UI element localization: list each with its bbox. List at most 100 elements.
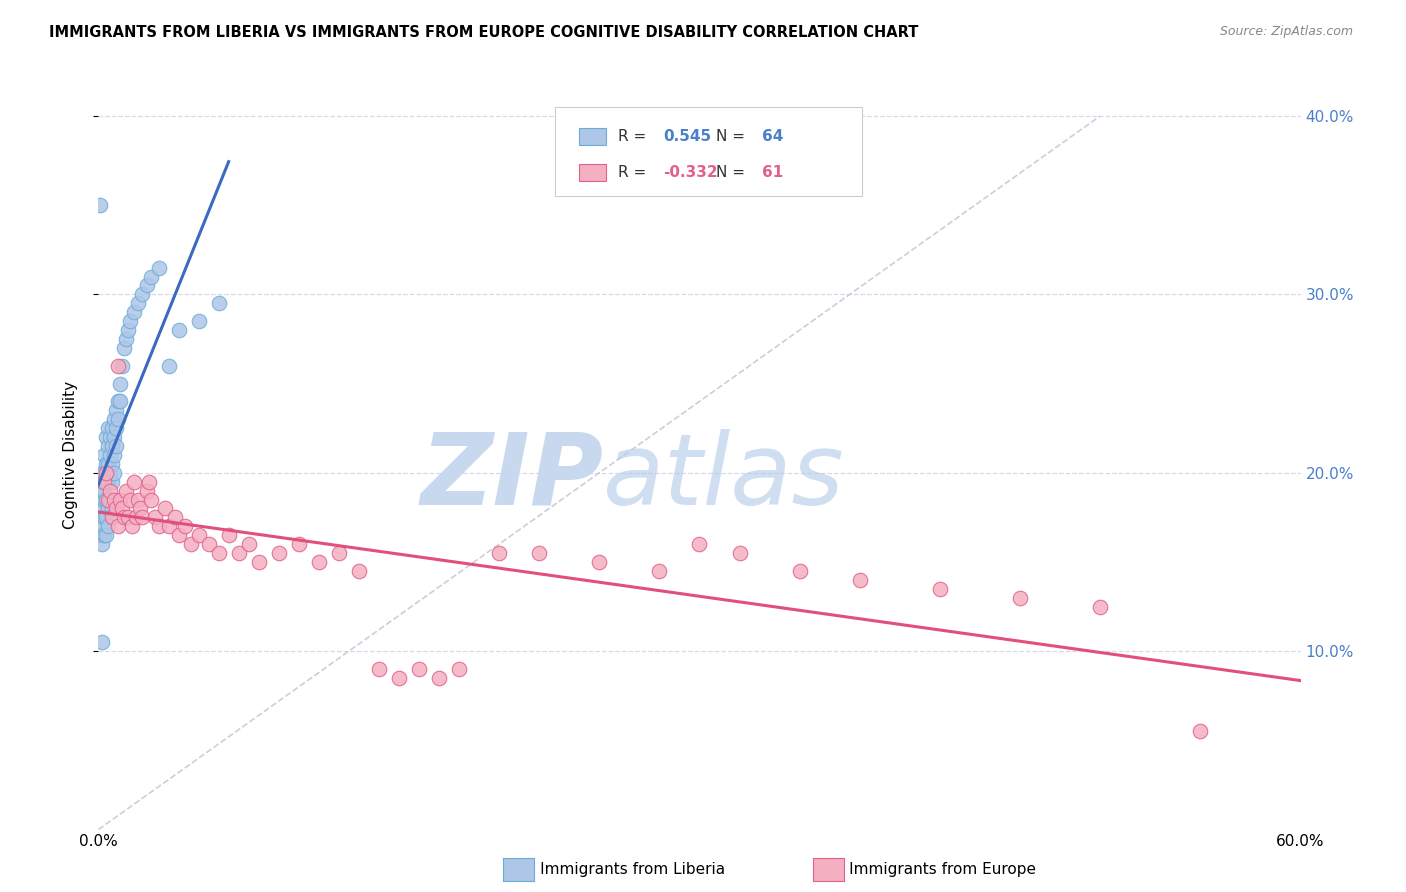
Point bbox=[97, 519, 120, 533]
Y-axis label: Cognitive Disability: Cognitive Disability bbox=[63, 381, 77, 529]
Point bbox=[93, 466, 115, 480]
Point bbox=[107, 519, 129, 533]
Text: R =: R = bbox=[617, 165, 651, 180]
Point bbox=[97, 475, 120, 489]
Point bbox=[93, 475, 115, 489]
Point bbox=[139, 269, 162, 284]
Point bbox=[91, 537, 114, 551]
Point bbox=[408, 662, 430, 676]
Point bbox=[347, 564, 370, 578]
Point bbox=[688, 537, 710, 551]
Point bbox=[93, 510, 115, 524]
Point bbox=[93, 475, 115, 489]
FancyBboxPatch shape bbox=[579, 164, 606, 181]
Point bbox=[115, 332, 138, 346]
Point bbox=[308, 555, 330, 569]
Point bbox=[148, 519, 170, 533]
Point bbox=[288, 537, 311, 551]
Point bbox=[124, 475, 146, 489]
Point bbox=[110, 376, 132, 391]
Point bbox=[89, 510, 111, 524]
Point bbox=[96, 430, 118, 444]
Point bbox=[167, 528, 190, 542]
Text: -0.332: -0.332 bbox=[664, 165, 718, 180]
Point bbox=[97, 457, 120, 471]
FancyBboxPatch shape bbox=[555, 106, 862, 196]
Point bbox=[117, 323, 139, 337]
Point bbox=[128, 296, 150, 310]
Point bbox=[110, 492, 132, 507]
Point bbox=[131, 510, 153, 524]
Point bbox=[529, 546, 551, 560]
Point bbox=[103, 448, 125, 462]
Point bbox=[120, 314, 142, 328]
Point bbox=[96, 466, 118, 480]
Point bbox=[121, 519, 143, 533]
Point bbox=[131, 287, 153, 301]
Point bbox=[105, 439, 128, 453]
Point bbox=[96, 528, 118, 542]
Point bbox=[105, 501, 128, 516]
Point bbox=[89, 492, 111, 507]
Point bbox=[1088, 599, 1111, 614]
Point bbox=[107, 412, 129, 426]
Point bbox=[111, 359, 134, 373]
Point bbox=[1189, 724, 1212, 739]
Point bbox=[110, 394, 132, 409]
Point bbox=[849, 573, 872, 587]
Point bbox=[91, 483, 114, 498]
Point bbox=[100, 492, 122, 507]
Point bbox=[789, 564, 811, 578]
Point bbox=[247, 555, 270, 569]
Text: IMMIGRANTS FROM LIBERIA VS IMMIGRANTS FROM EUROPE COGNITIVE DISABILITY CORRELATI: IMMIGRANTS FROM LIBERIA VS IMMIGRANTS FR… bbox=[49, 25, 918, 40]
Point bbox=[157, 519, 180, 533]
Point bbox=[107, 359, 129, 373]
Point bbox=[105, 403, 128, 417]
Point bbox=[96, 510, 118, 524]
Point bbox=[96, 457, 118, 471]
Point bbox=[267, 546, 290, 560]
Point bbox=[103, 492, 125, 507]
Text: ZIP: ZIP bbox=[420, 429, 603, 526]
Text: Immigrants from Europe: Immigrants from Europe bbox=[815, 863, 1036, 877]
Point bbox=[101, 475, 124, 489]
Point bbox=[96, 475, 118, 489]
Point bbox=[187, 528, 209, 542]
Text: Source: ZipAtlas.com: Source: ZipAtlas.com bbox=[1219, 25, 1353, 38]
Point bbox=[114, 341, 136, 355]
Point bbox=[97, 439, 120, 453]
Point bbox=[328, 546, 350, 560]
Point bbox=[218, 528, 240, 542]
Point bbox=[120, 492, 142, 507]
Point bbox=[89, 528, 111, 542]
Point bbox=[101, 439, 124, 453]
Point bbox=[101, 457, 124, 471]
Point bbox=[157, 359, 180, 373]
Point bbox=[153, 501, 176, 516]
Text: N =: N = bbox=[716, 129, 751, 144]
Point bbox=[93, 448, 115, 462]
Point bbox=[197, 537, 219, 551]
Point bbox=[728, 546, 751, 560]
Point bbox=[427, 671, 450, 685]
Point bbox=[91, 635, 114, 649]
Point bbox=[105, 421, 128, 435]
Point bbox=[163, 510, 186, 524]
Point bbox=[93, 528, 115, 542]
Point bbox=[101, 421, 124, 435]
Point bbox=[488, 546, 510, 560]
Point bbox=[103, 412, 125, 426]
Point bbox=[129, 501, 152, 516]
Point bbox=[138, 475, 160, 489]
Point bbox=[588, 555, 610, 569]
Point bbox=[97, 501, 120, 516]
Point bbox=[368, 662, 391, 676]
Point bbox=[89, 198, 111, 212]
Point bbox=[91, 519, 114, 533]
Point bbox=[103, 430, 125, 444]
Point bbox=[96, 492, 118, 507]
Point bbox=[115, 483, 138, 498]
Point bbox=[91, 466, 114, 480]
Point bbox=[208, 546, 231, 560]
Point bbox=[447, 662, 470, 676]
